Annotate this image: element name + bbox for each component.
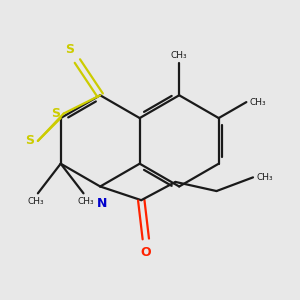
Text: CH₃: CH₃ <box>77 197 94 206</box>
Text: O: O <box>140 246 151 259</box>
Text: S: S <box>25 134 34 147</box>
Text: S: S <box>65 43 74 56</box>
Text: S: S <box>51 107 60 120</box>
Text: CH₃: CH₃ <box>256 173 273 182</box>
Text: CH₃: CH₃ <box>27 197 44 206</box>
Text: CH₃: CH₃ <box>250 98 267 106</box>
Text: CH₃: CH₃ <box>171 51 188 60</box>
Text: N: N <box>97 196 108 209</box>
